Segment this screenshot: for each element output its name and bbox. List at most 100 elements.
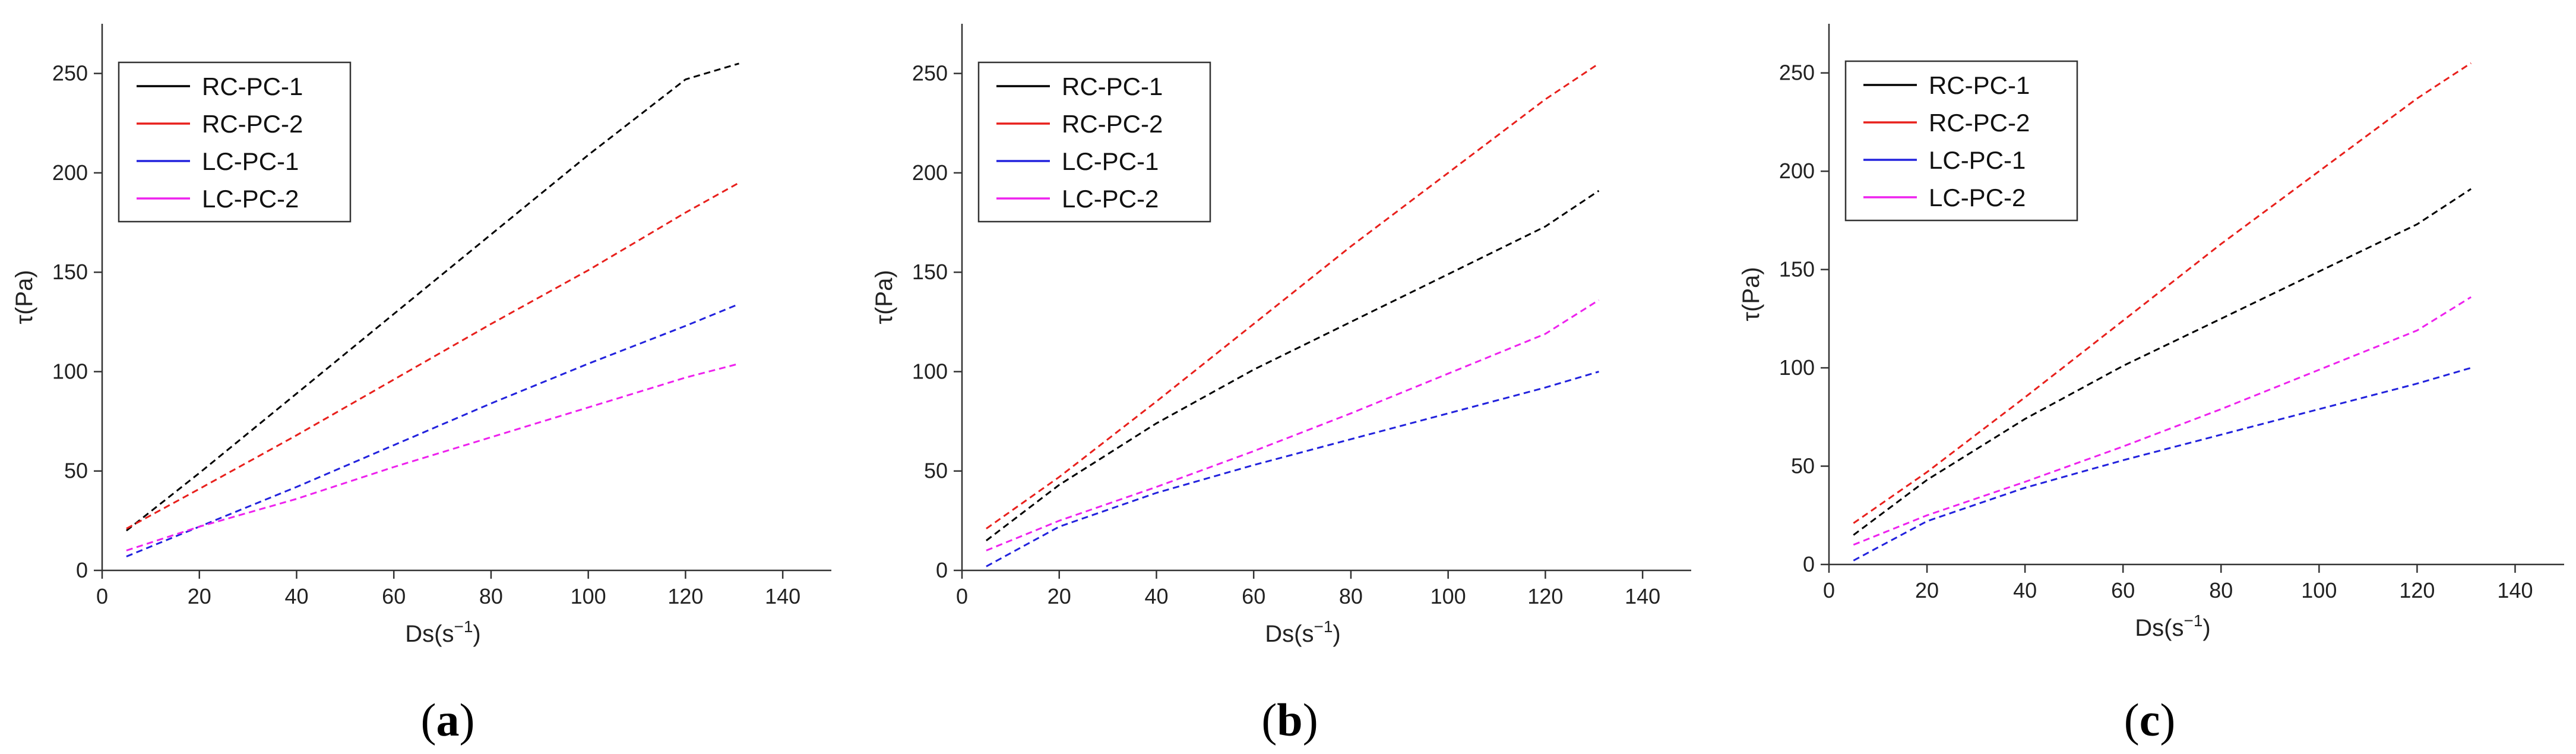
x-tick-label: 20 <box>1915 578 1939 602</box>
y-tick-label: 100 <box>912 359 948 383</box>
series-line-rc-pc-2 <box>1853 62 2472 524</box>
x-tick-label: 40 <box>284 584 308 608</box>
series-line-lc-pc-1 <box>986 371 1599 567</box>
legend-box <box>118 61 352 223</box>
x-axis-title-base: Ds(s <box>1265 621 1314 647</box>
caption-open: ( <box>2124 694 2140 746</box>
legend-box <box>977 61 1211 223</box>
series-line-rc-pc-1 <box>1853 188 2472 536</box>
x-tick-label: 120 <box>1527 584 1563 608</box>
series-line-lc-pc-2 <box>986 299 1600 551</box>
y-tick-label: 200 <box>1779 159 1815 183</box>
panel-caption: (c) <box>2124 694 2176 746</box>
series-line-rc-pc-1 <box>125 62 739 532</box>
y-tick-label: 50 <box>924 459 948 483</box>
x-tick-label: 100 <box>1431 584 1466 608</box>
x-axis-title: Ds(s−1) <box>1265 617 1340 647</box>
y-axis-title: τ(Pa) <box>871 270 897 324</box>
legend-label: LC-PC-2 <box>1929 184 2026 212</box>
x-axis-title-close: ) <box>1333 621 1340 647</box>
x-tick-label: 20 <box>1048 584 1071 608</box>
series-line-rc-pc-2 <box>986 62 1600 529</box>
legend: RC-PC-1 RC-PC-2 LC-PC-1 LC-PC-2 <box>977 61 1211 223</box>
caption-close: ) <box>2160 694 2175 746</box>
x-tick-label: 100 <box>571 584 606 608</box>
legend-label: RC-PC-2 <box>1062 110 1163 138</box>
y-tick-label: 250 <box>52 61 88 86</box>
legend-label: LC-PC-2 <box>202 185 299 213</box>
y-tick-label: 200 <box>912 160 948 185</box>
legend-label: LC-PC-1 <box>1062 147 1159 175</box>
x-tick-label: 60 <box>2111 578 2135 602</box>
x-axis-title-base: Ds(s <box>405 621 454 647</box>
y-tick-label: 150 <box>1779 257 1815 282</box>
x-tick-label: 0 <box>956 584 968 608</box>
x-tick-label: 140 <box>765 584 800 608</box>
x-tick-label: 60 <box>1242 584 1265 608</box>
x-tick-label: 120 <box>667 584 703 608</box>
x-axis-title: Ds(s−1) <box>2135 611 2210 641</box>
legend: RC-PC-1 RC-PC-2 LC-PC-1 LC-PC-2 <box>118 61 352 223</box>
y-tick-label: 100 <box>1779 355 1815 380</box>
y-tick-label: 0 <box>1803 552 1815 576</box>
caption-close: ) <box>1303 694 1318 746</box>
x-tick-label: 80 <box>1339 584 1363 608</box>
x-tick-label: 120 <box>2399 578 2435 602</box>
x-tick-label: 80 <box>479 584 503 608</box>
y-tick-label: 50 <box>64 459 88 483</box>
legend-label: LC-PC-1 <box>202 147 299 175</box>
x-axis-title-sup: −1 <box>2183 611 2202 630</box>
caption-open: ( <box>1261 694 1277 746</box>
y-axis-title: τ(Pa) <box>1738 267 1764 321</box>
caption-letter: a <box>436 694 460 746</box>
series-line-rc-pc-2 <box>126 182 740 530</box>
y-tick-label: 150 <box>912 260 948 284</box>
x-axis-title-base: Ds(s <box>2135 615 2183 641</box>
legend-label: RC-PC-2 <box>1929 109 2030 137</box>
caption-letter: b <box>1277 694 1302 746</box>
series-line-lc-pc-1 <box>126 303 740 557</box>
x-axis-title: Ds(s−1) <box>405 617 480 647</box>
y-tick-label: 0 <box>76 558 88 582</box>
chart-panel-a: 0 50 100 150 200 250 0 20 40 60 80 100 120 140 τ(Pa) Ds… <box>11 24 831 746</box>
legend-label: RC-PC-1 <box>1062 72 1163 100</box>
series-line-lc-pc-2 <box>1853 296 2471 546</box>
legend-label: LC-PC-2 <box>1062 185 1159 213</box>
x-tick-label: 0 <box>1823 578 1835 602</box>
chart-panel-c: 0 50 100 150 200 250 0 20 40 60 80 100 120 140 τ(Pa) Ds… <box>1738 24 2564 746</box>
x-tick-label: 40 <box>1144 584 1168 608</box>
series-line-lc-pc-2 <box>126 362 739 551</box>
caption-letter: c <box>2140 694 2160 746</box>
legend-box <box>1844 60 2078 222</box>
caption-open: ( <box>421 694 436 746</box>
legend-label: LC-PC-1 <box>1929 146 2026 174</box>
series-line-lc-pc-1 <box>1853 367 2471 561</box>
y-tick-label: 0 <box>936 558 948 582</box>
y-tick-label: 250 <box>912 61 948 86</box>
x-tick-label: 80 <box>2209 578 2233 602</box>
legend-label: RC-PC-2 <box>202 110 303 138</box>
y-tick-label: 200 <box>52 160 88 185</box>
x-tick-label: 100 <box>2301 578 2337 602</box>
y-tick-label: 250 <box>1779 61 1815 85</box>
series-line-rc-pc-1 <box>985 190 1600 541</box>
y-axis-title: τ(Pa) <box>11 270 37 324</box>
y-tick-label: 150 <box>52 260 88 284</box>
y-tick-label: 100 <box>52 359 88 383</box>
x-tick-label: 60 <box>382 584 406 608</box>
panel-caption: (b) <box>1261 694 1318 746</box>
x-tick-label: 20 <box>188 584 211 608</box>
legend: RC-PC-1 RC-PC-2 LC-PC-1 LC-PC-2 <box>1844 60 2078 222</box>
x-axis-title-close: ) <box>473 621 480 647</box>
panel-caption: (a) <box>421 694 475 746</box>
x-tick-label: 140 <box>2497 578 2533 602</box>
x-axis-title-sup: −1 <box>454 617 473 636</box>
x-axis-title-close: ) <box>2202 615 2210 641</box>
x-tick-label: 0 <box>96 584 108 608</box>
chart-panel-b: 0 50 100 150 200 250 0 20 40 60 80 100 120 140 τ(Pa) Ds… <box>871 24 1691 746</box>
x-axis-title-sup: −1 <box>1314 617 1333 636</box>
legend-label: RC-PC-1 <box>202 72 303 100</box>
y-tick-label: 50 <box>1791 454 1815 478</box>
